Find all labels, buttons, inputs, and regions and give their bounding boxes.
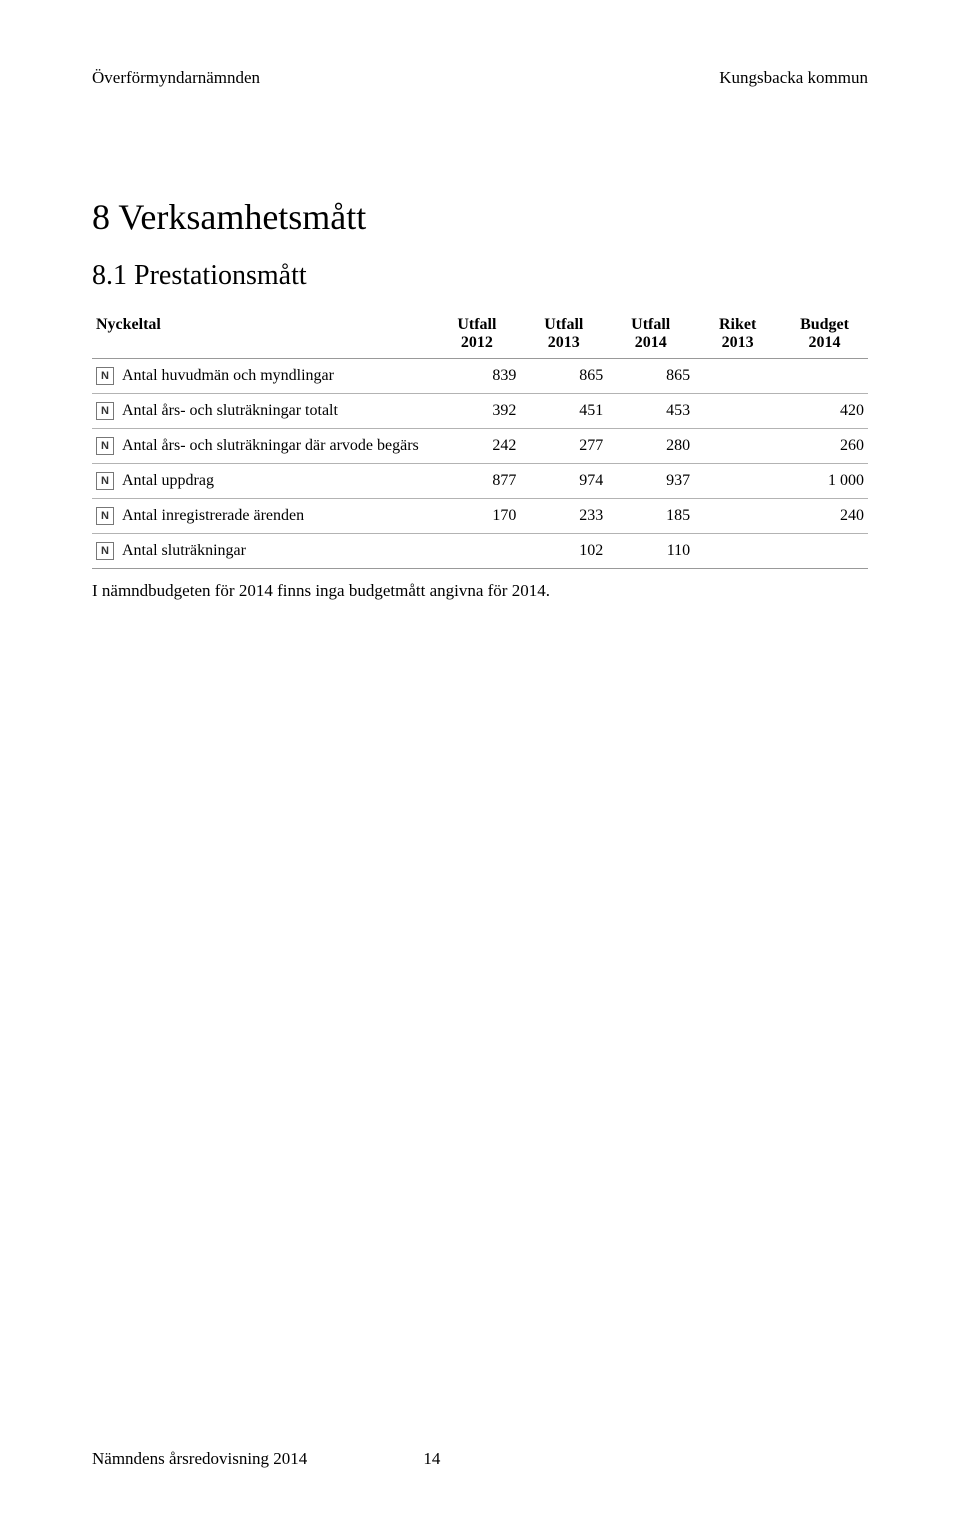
table-cell: 865 — [607, 359, 694, 394]
header-right: Kungsbacka kommun — [719, 68, 868, 88]
page-footer: Nämndens årsredovisning 2014 14 — [92, 1449, 868, 1469]
table-header-row: Nyckeltal Utfall 2012 Utfall 2013 Utfall… — [92, 306, 868, 359]
subsection-heading: 8.1 Prestationsmått — [92, 260, 868, 292]
row-label: Antal sluträkningar — [122, 542, 246, 560]
table-cell: 242 — [433, 429, 520, 464]
row-label-cell: N Antal års- och sluträkningar där arvode… — [92, 429, 433, 464]
col-header-line2: 2014 — [785, 334, 864, 352]
table-cell: 260 — [781, 429, 868, 464]
table-cell: 453 — [607, 394, 694, 429]
table-cell: 280 — [607, 429, 694, 464]
header-left: Överförmyndarnämnden — [92, 68, 260, 88]
row-label: Antal huvudmän och myndlingar — [122, 367, 334, 385]
n-icon: N — [96, 507, 114, 525]
table-cell: 233 — [520, 499, 607, 534]
col-header-line1: Utfall — [611, 316, 690, 334]
n-icon: N — [96, 402, 114, 420]
col-header-line2: 2013 — [524, 334, 603, 352]
row-label: Antal års- och sluträkningar totalt — [122, 402, 338, 420]
col-header-utfall-2013: Utfall 2013 — [520, 306, 607, 359]
row-label: Antal års- och sluträkningar där arvode … — [122, 437, 419, 455]
n-icon: N — [96, 542, 114, 560]
col-header-utfall-2014: Utfall 2014 — [607, 306, 694, 359]
col-header-budget-2014: Budget 2014 — [781, 306, 868, 359]
table-row: NAntal huvudmän och myndlingar839865865 — [92, 359, 868, 394]
table-cell — [433, 534, 520, 569]
table-cell — [694, 394, 781, 429]
table-cell — [781, 359, 868, 394]
metrics-table: Nyckeltal Utfall 2012 Utfall 2013 Utfall… — [92, 306, 868, 569]
table-cell — [694, 499, 781, 534]
row-label-cell: N Antal års- och sluträkningar totalt — [92, 394, 433, 429]
col-header-utfall-2012: Utfall 2012 — [433, 306, 520, 359]
footnote: I nämndbudgeten för 2014 finns inga budg… — [92, 581, 868, 601]
row-label-cell: N Antal uppdrag — [92, 464, 433, 499]
table-row: N Antal inregistrerade ärenden 170233185 24… — [92, 499, 868, 534]
col-header-line2: 2014 — [611, 334, 690, 352]
col-header-line1: Riket — [698, 316, 777, 334]
n-icon: N — [96, 437, 114, 455]
section-heading: 8 Verksamhetsmått — [92, 196, 868, 238]
col-header-riket-2013: Riket 2013 — [694, 306, 781, 359]
table-cell — [781, 534, 868, 569]
footer-title: Nämndens årsredovisning 2014 — [92, 1449, 307, 1469]
table-cell: 1 000 — [781, 464, 868, 499]
table-cell — [694, 359, 781, 394]
table-cell: 877 — [433, 464, 520, 499]
table-cell: 102 — [520, 534, 607, 569]
row-label: Antal inregistrerade ärenden — [122, 507, 304, 525]
col-header-text: Nyckeltal — [96, 316, 429, 334]
table-cell: 937 — [607, 464, 694, 499]
table-cell — [694, 464, 781, 499]
table-row: N Antal sluträkningar 102110 — [92, 534, 868, 569]
table-cell: 277 — [520, 429, 607, 464]
table-cell: 974 — [520, 464, 607, 499]
table-cell: 839 — [433, 359, 520, 394]
row-label: Antal uppdrag — [122, 472, 214, 490]
row-label-cell: N Antal sluträkningar — [92, 534, 433, 569]
table-cell: 240 — [781, 499, 868, 534]
table-row: NAntal års- och sluträkningar totalt3924… — [92, 394, 868, 429]
n-icon: N — [96, 472, 114, 490]
table-cell — [694, 534, 781, 569]
table-cell: 185 — [607, 499, 694, 534]
col-header-nyckeltal: Nyckeltal — [92, 306, 433, 359]
table-cell: 451 — [520, 394, 607, 429]
table-cell — [694, 429, 781, 464]
footer-page-number: 14 — [423, 1449, 440, 1469]
table-cell: 110 — [607, 534, 694, 569]
col-header-line1: Budget — [785, 316, 864, 334]
table-cell: 170 — [433, 499, 520, 534]
row-label-cell: N Antal huvudmän och myndlingar — [92, 359, 433, 394]
col-header-line1: Utfall — [524, 316, 603, 334]
table-cell: 420 — [781, 394, 868, 429]
col-header-line2: 2012 — [437, 334, 516, 352]
n-icon: N — [96, 367, 114, 385]
page-header: Överförmyndarnämnden Kungsbacka kommun — [92, 68, 868, 88]
table-cell: 865 — [520, 359, 607, 394]
table-row: N Antal års- och sluträkningar där arvode… — [92, 429, 868, 464]
table-row: N Antal uppdrag 877974937 1 000 — [92, 464, 868, 499]
table-cell: 392 — [433, 394, 520, 429]
col-header-line1: Utfall — [437, 316, 516, 334]
row-label-cell: N Antal inregistrerade ärenden — [92, 499, 433, 534]
col-header-line2: 2013 — [698, 334, 777, 352]
